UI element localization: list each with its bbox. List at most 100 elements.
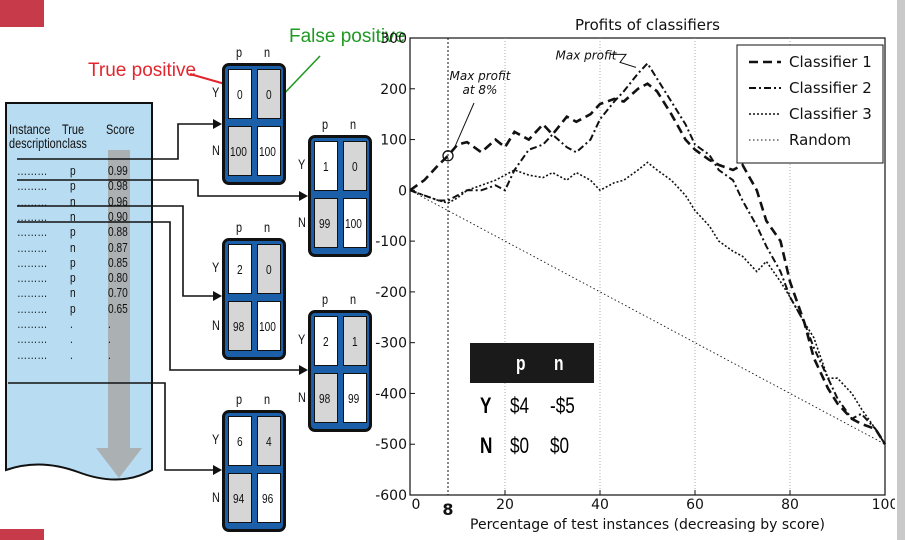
y-tick-label: -400 <box>375 386 407 402</box>
matrix-cell-value: 1 <box>352 334 358 349</box>
arrow-head <box>299 191 308 201</box>
annotation-max-profit-8: Max profit at 8% <box>450 69 512 97</box>
matrix-cell: 0 <box>228 69 252 119</box>
matrix-col-label: p <box>236 391 243 407</box>
matrix-cell: 94 <box>228 473 252 523</box>
row-true-class: n <box>70 285 76 301</box>
matrix-cell-value: 99 <box>348 391 360 406</box>
legend-entry: Classifier 1 <box>789 53 872 71</box>
matrix-col-label: n <box>264 44 271 60</box>
row-score: 0.99 <box>108 163 128 178</box>
chart-title: Profits of classifiers <box>575 16 720 34</box>
matrix-cell-value: 98 <box>233 319 245 334</box>
matrix-col-label: n <box>264 391 271 407</box>
row-true-class: p <box>70 163 76 178</box>
series-line <box>409 82 887 445</box>
matrix-cell: 0 <box>257 244 281 294</box>
cost-table-header <box>470 343 594 383</box>
y-tick-label: -600 <box>375 488 407 504</box>
connector-line <box>17 179 300 197</box>
y-tick-label: 0 <box>398 183 407 199</box>
row-true-class: p <box>70 224 76 240</box>
annotation-max-profit: Max profit <box>556 48 618 62</box>
y-tick-label: -300 <box>375 336 407 352</box>
matrix-row-label: Y <box>212 259 220 275</box>
matrix-cell-value: 0 <box>352 159 358 174</box>
legend-entry: Classifier 2 <box>789 79 872 97</box>
row-score: 0.90 <box>108 208 128 224</box>
matrix-cell-value: 100 <box>259 319 276 334</box>
connector-line <box>8 382 214 471</box>
matrix-cell: 96 <box>257 473 281 523</box>
header-score: Score <box>106 121 135 137</box>
cost-col-n: n <box>554 353 564 375</box>
matrix-cell: 6 <box>228 416 252 466</box>
arrow-head <box>213 291 222 301</box>
matrix-cell: 100 <box>257 301 281 351</box>
row-score: . <box>108 316 111 331</box>
max-profit-8-marker <box>442 150 454 162</box>
matrix-cell-value: 96 <box>262 491 274 506</box>
series-line <box>409 61 886 445</box>
row-true-class: n <box>70 193 76 209</box>
connector-line <box>17 123 214 160</box>
annotation-line: at 8% <box>463 83 498 97</box>
matrix-cell-value: 2 <box>237 262 243 277</box>
y-tick-label: -200 <box>375 285 407 301</box>
x-tick-label: 100 <box>872 497 895 513</box>
legend-entry: Classifier 3 <box>789 105 872 123</box>
x-tick-label: 80 <box>781 497 799 513</box>
x-tick-label: 60 <box>686 497 704 513</box>
cost-row-n: N <box>480 433 493 458</box>
matrix-cell-value: 100 <box>230 144 247 159</box>
matrix-cell-value: 4 <box>266 434 272 449</box>
matrix-cell: 100 <box>228 126 252 176</box>
cost-y-p: $4 <box>510 393 530 418</box>
accent-bar-top <box>0 0 44 27</box>
false-positive-label: False positive <box>289 26 406 47</box>
confusion-matrix: 2 0 98 100 <box>222 238 286 360</box>
row-score: 0.98 <box>108 178 128 194</box>
row-description: ……… <box>17 193 48 209</box>
matrix-cell: 99 <box>343 373 367 423</box>
row-description: ……… <box>17 163 48 178</box>
x-tick-label-8: 8 <box>442 500 453 519</box>
matrix-cell: 98 <box>228 301 252 351</box>
connector-line <box>17 221 300 371</box>
row-description: ……… <box>17 331 48 347</box>
matrix-col-label: n <box>350 116 357 132</box>
matrix-row-label: N <box>212 317 220 333</box>
instance-panel <box>5 102 153 481</box>
matrix-cell: 1 <box>343 316 367 366</box>
header-true-class: True class <box>62 121 87 151</box>
series-line <box>409 189 886 445</box>
matrix-cell: 2 <box>314 316 338 366</box>
matrix-cell-value: 94 <box>233 491 245 506</box>
row-true-class: p <box>70 178 76 194</box>
annotation-arrow <box>453 102 475 150</box>
arrow-head <box>299 365 308 375</box>
cost-table: p n Y $4 -$5 N $0 $0 <box>470 343 600 473</box>
matrix-cell: 99 <box>314 198 338 248</box>
matrix-row-label: N <box>212 489 220 505</box>
row-score: . <box>108 346 111 362</box>
matrix-cell-value: 0 <box>237 87 243 102</box>
profit-chart: 0 20 40 60 80 100 300 200 100 0 -100 -200 -300 -400 -5… <box>375 16 895 533</box>
row-score: . <box>108 331 111 347</box>
cost-row-y: Y <box>480 393 492 418</box>
matrix-row-label: Y <box>212 84 220 100</box>
y-tick-label: 200 <box>380 82 407 98</box>
matrix-col-label: p <box>236 219 243 235</box>
matrix-row-label: Y <box>298 156 306 172</box>
row-description: ……… <box>17 316 48 331</box>
row-true-class: . <box>70 316 73 331</box>
matrix-cell-value: 0 <box>266 262 272 277</box>
confusion-matrix: 0 0 100 100 <box>222 63 286 185</box>
row-description: ……… <box>17 224 48 240</box>
matrix-cell: 100 <box>343 198 367 248</box>
y-tick-label: -500 <box>375 437 407 453</box>
row-score: 0.70 <box>108 285 128 301</box>
matrix-cell-value: 1 <box>323 159 329 174</box>
row-true-class: p <box>70 254 76 270</box>
row-true-class: p <box>70 300 76 316</box>
